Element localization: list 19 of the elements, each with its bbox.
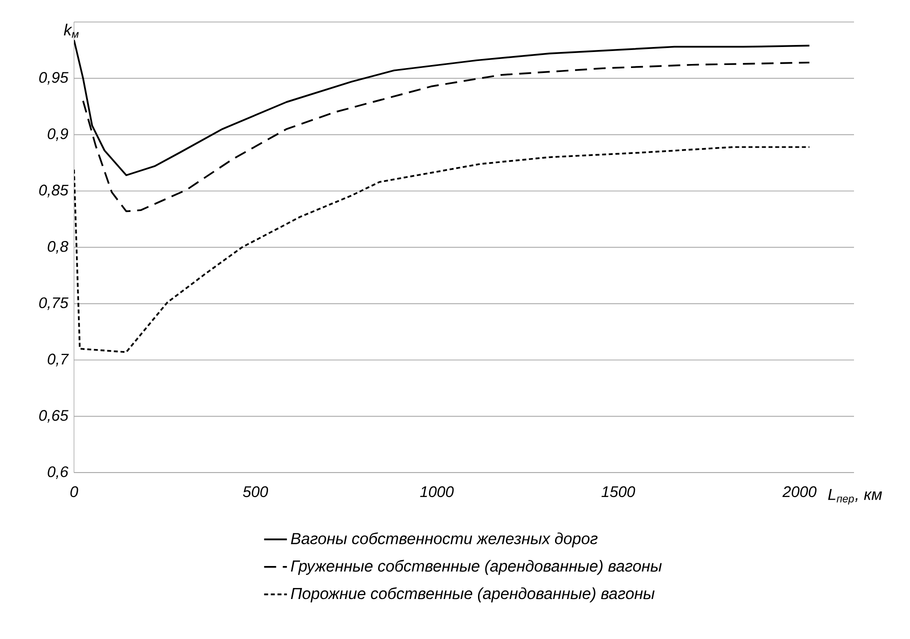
line-series — [74, 146, 810, 353]
y-tick-label: 0,9 — [48, 128, 68, 141]
y-tick-label: 0,6 — [48, 466, 68, 479]
x-tick-label: 1000 — [420, 486, 454, 497]
x-tick-label: 2000 — [782, 486, 817, 497]
x-tick-label: 500 — [242, 486, 268, 497]
y-tick-label: 0,8 — [48, 240, 68, 254]
x-axis-title: L$_{пер}$, км — [828, 488, 882, 504]
legend-label: Вагоны собственности железных дорог — [290, 532, 598, 548]
y-tick-label: 0,85 — [39, 184, 68, 198]
y-axis-title: k$_{м}$ — [64, 24, 79, 38]
x-tick-label: 0 — [70, 486, 78, 497]
y-tick-label: 0,95 — [39, 72, 68, 85]
y-tick-label: 0,7 — [48, 354, 69, 366]
legend-label: Порожние собственные (арендованные) вагоны — [290, 587, 655, 602]
x-tick-label: 1500 — [602, 486, 636, 497]
y-tick-label: 0,75 — [39, 297, 68, 310]
y-tick-label: 0,65 — [39, 410, 68, 423]
legend-label: Груженные собственные (арендованные) вагоны — [290, 560, 662, 575]
